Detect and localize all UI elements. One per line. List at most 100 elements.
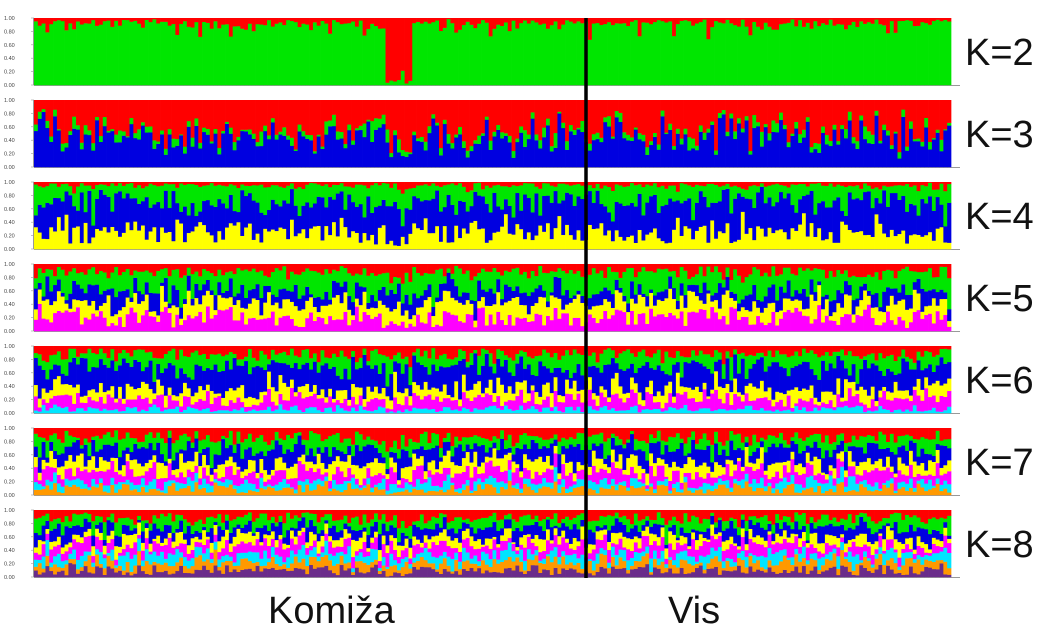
ancestry-segment-red bbox=[580, 264, 584, 277]
ancestry-segment-red bbox=[267, 100, 271, 135]
ancestry-segment-green bbox=[542, 183, 546, 196]
ancestry-segment-red bbox=[493, 264, 497, 268]
ancestry-segment-red bbox=[481, 100, 485, 133]
ancestry-segment-yellow bbox=[34, 385, 38, 397]
ancestry-segment-yellow bbox=[901, 230, 905, 249]
ancestry-segment-blue bbox=[122, 198, 126, 233]
individual-bar bbox=[634, 18, 638, 85]
ancestry-segment-blue bbox=[42, 370, 46, 389]
ancestry-segment-yellow bbox=[496, 292, 500, 312]
ancestry-segment-yellow bbox=[172, 305, 176, 327]
ancestry-segment-red bbox=[87, 346, 91, 349]
ancestry-segment-blue bbox=[687, 285, 691, 291]
ancestry-segment-green bbox=[611, 25, 615, 85]
ancestry-segment-red bbox=[603, 264, 607, 278]
ancestry-segment-blue bbox=[844, 281, 848, 294]
ancestry-segment-blue bbox=[913, 282, 917, 290]
ancestry-segment-green bbox=[416, 185, 420, 198]
ancestry-segment-yellow bbox=[332, 297, 336, 320]
ancestry-segment-red bbox=[661, 182, 665, 186]
ancestry-segment-blue bbox=[374, 130, 378, 168]
ancestry-segment-blue bbox=[588, 191, 592, 225]
ancestry-segment-yellow bbox=[783, 232, 787, 249]
ancestry-segment-red bbox=[798, 100, 802, 134]
ancestry-segment-green bbox=[481, 133, 485, 136]
ancestry-segment-green bbox=[687, 185, 691, 198]
ancestry-segment-yellow bbox=[920, 237, 924, 250]
individual-bar bbox=[672, 264, 676, 331]
ancestry-segment-red bbox=[947, 182, 951, 184]
ancestry-segment-red bbox=[726, 100, 730, 132]
ancestry-segment-cyan bbox=[321, 412, 325, 413]
ancestry-segment-blue bbox=[913, 205, 917, 234]
ancestry-segment-green bbox=[676, 129, 680, 134]
ancestry-segment-red bbox=[324, 264, 328, 269]
ancestry-segment-red bbox=[214, 346, 218, 355]
ancestry-segment-green bbox=[305, 24, 309, 85]
ancestry-segment-red bbox=[164, 100, 168, 149]
ancestry-segment-blue bbox=[286, 139, 290, 167]
individual-bar bbox=[68, 100, 72, 167]
individual-bar bbox=[72, 100, 76, 167]
ancestry-segment-red bbox=[680, 182, 684, 183]
individual-bar bbox=[550, 18, 554, 85]
ancestry-segment-yellow bbox=[248, 397, 252, 407]
ancestry-segment-blue bbox=[462, 148, 466, 167]
ancestry-segment-green bbox=[580, 23, 584, 85]
ancestry-segment-yellow bbox=[347, 310, 351, 326]
ancestry-segment-green bbox=[237, 188, 241, 212]
ancestry-segment-red bbox=[152, 346, 156, 358]
ancestry-segment-cyan bbox=[179, 412, 183, 413]
ancestry-segment-green bbox=[913, 185, 917, 205]
ancestry-segment-yellow bbox=[756, 308, 760, 317]
ancestry-segment-blue bbox=[569, 131, 573, 167]
ancestry-segment-green bbox=[198, 355, 202, 366]
ancestry-segment-green bbox=[198, 143, 202, 149]
ancestry-segment-red bbox=[622, 18, 626, 23]
ancestry-segment-red bbox=[523, 264, 527, 272]
individual-bar bbox=[164, 18, 168, 85]
ancestry-segment-blue bbox=[561, 128, 565, 167]
ancestry-segment-red bbox=[244, 18, 248, 30]
ancestry-segment-blue bbox=[271, 200, 275, 230]
ancestry-segment-green bbox=[779, 24, 783, 85]
ancestry-segment-red bbox=[80, 264, 84, 272]
ancestry-segment-blue bbox=[787, 280, 791, 298]
ancestry-segment-red bbox=[428, 100, 432, 126]
individual-bar bbox=[259, 264, 263, 331]
ancestry-segment-green bbox=[531, 112, 535, 118]
ancestry-segment-blue bbox=[187, 276, 191, 291]
ancestry-segment-magenta bbox=[435, 325, 439, 332]
ancestry-segment-green bbox=[741, 20, 745, 86]
individual-bar bbox=[573, 100, 577, 167]
ancestry-segment-magenta bbox=[745, 317, 749, 331]
individual-bar bbox=[791, 18, 795, 85]
ancestry-segment-green bbox=[183, 185, 187, 207]
ancestry-segment-green bbox=[493, 268, 497, 294]
ancestry-segment-yellow bbox=[130, 230, 134, 249]
ancestry-segment-yellow bbox=[386, 307, 390, 325]
ancestry-segment-red bbox=[909, 182, 913, 187]
ancestry-segment-red bbox=[172, 182, 176, 184]
individual-bar bbox=[317, 264, 321, 331]
ancestry-segment-green bbox=[61, 21, 65, 85]
ancestry-segment-green bbox=[389, 283, 393, 290]
ancestry-segment-blue bbox=[233, 358, 237, 391]
ancestry-segment-green bbox=[844, 129, 848, 138]
individual-bar bbox=[706, 100, 710, 167]
ancestry-segment-red bbox=[749, 18, 753, 35]
ancestry-segment-green bbox=[229, 127, 233, 133]
ancestry-segment-blue bbox=[596, 191, 600, 229]
ancestry-segment-blue bbox=[259, 367, 263, 392]
ancestry-segment-green bbox=[714, 150, 718, 154]
ancestry-segment-red bbox=[840, 182, 844, 186]
ancestry-segment-red bbox=[802, 264, 806, 271]
ancestry-segment-cyan bbox=[87, 407, 91, 413]
ancestry-segment-red bbox=[99, 264, 103, 271]
ancestry-segment-green bbox=[947, 123, 951, 126]
ancestry-segment-red bbox=[309, 264, 313, 271]
individual-bar bbox=[347, 264, 351, 331]
ancestry-segment-yellow bbox=[726, 290, 730, 324]
ancestry-segment-red bbox=[107, 18, 111, 21]
ancestry-segment-green bbox=[466, 192, 470, 212]
